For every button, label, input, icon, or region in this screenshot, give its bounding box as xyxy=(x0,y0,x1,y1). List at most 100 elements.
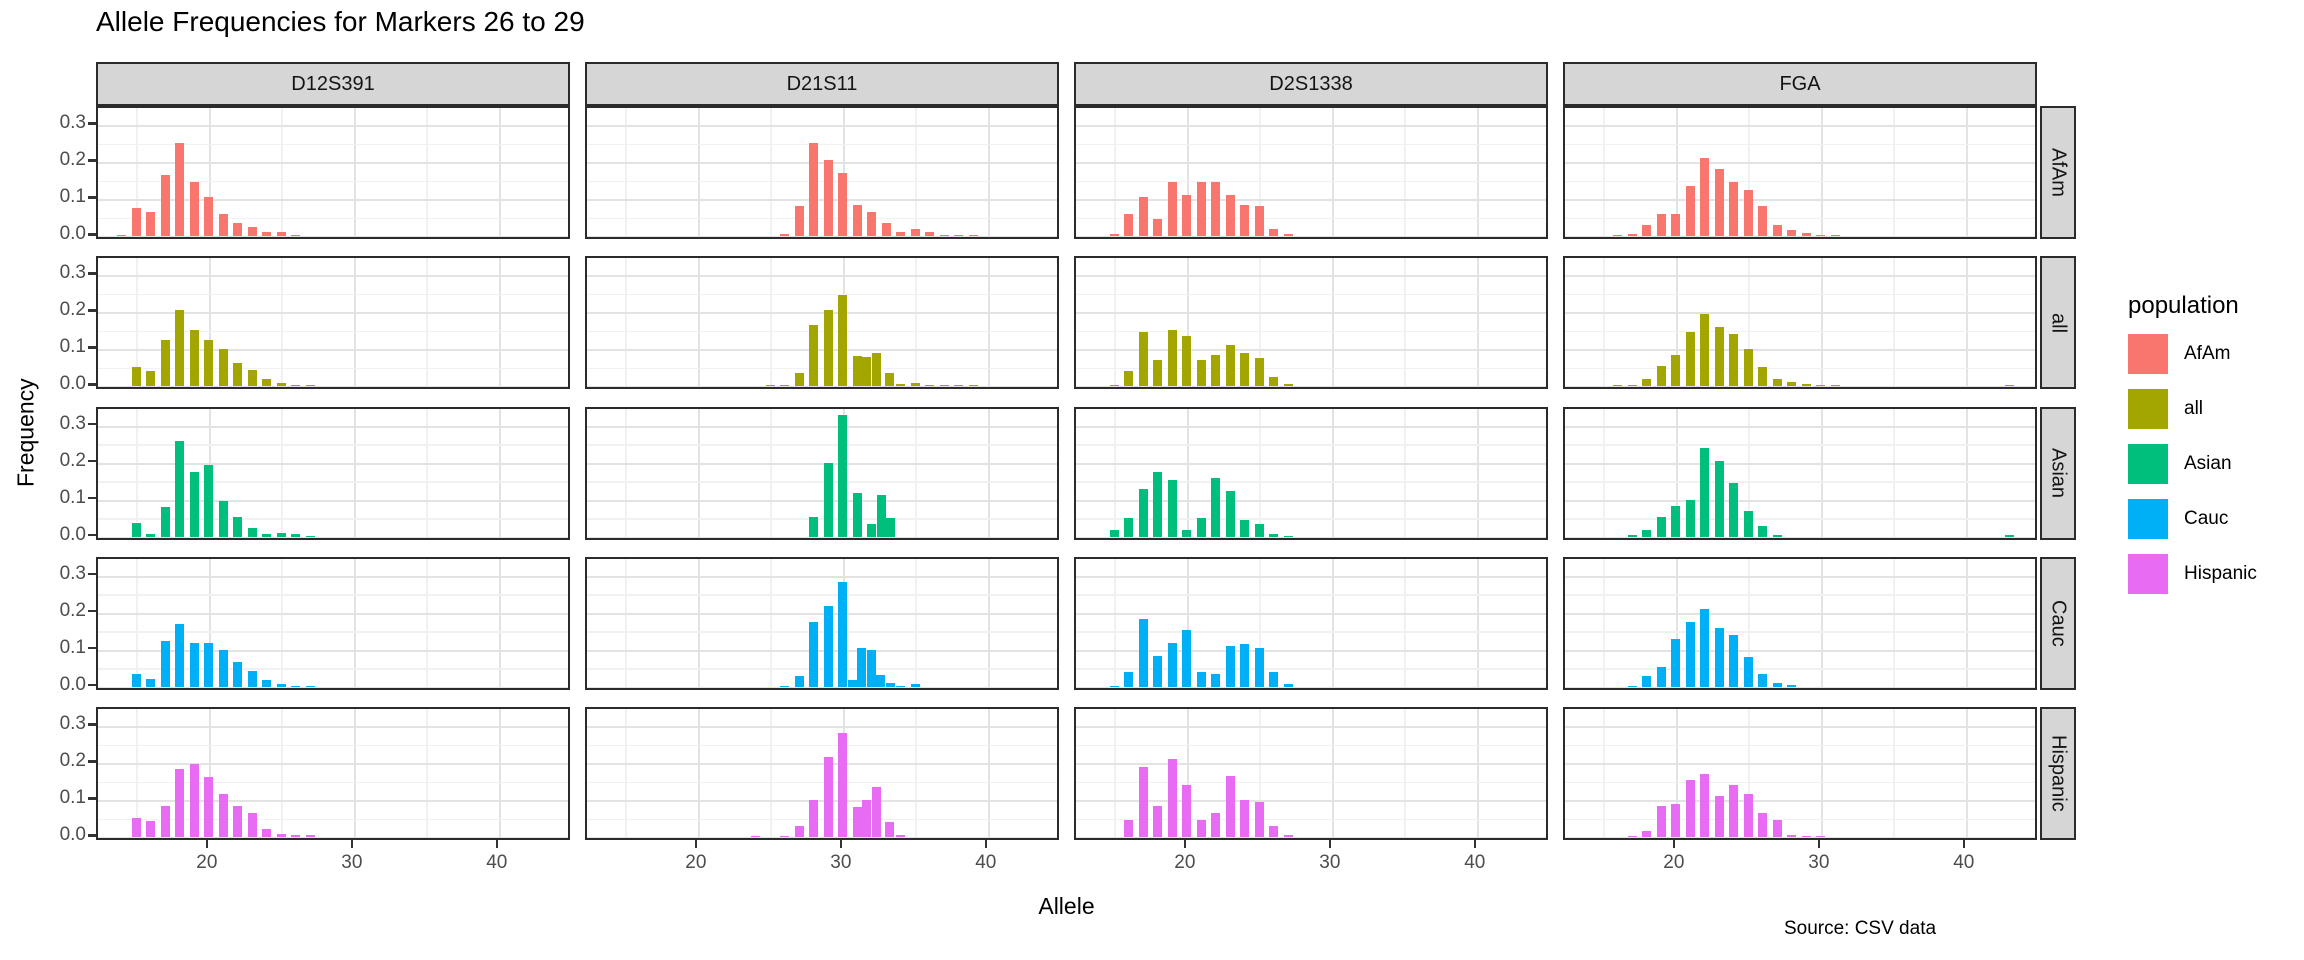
gridline-x-major xyxy=(697,408,700,538)
y-tick-mark xyxy=(88,346,96,349)
gridline-x-minor xyxy=(1114,709,1116,838)
gridline-x-minor xyxy=(1748,108,1750,237)
gridline-x-minor xyxy=(136,709,138,838)
x-tick-mark xyxy=(1473,840,1477,848)
gridline-x-minor xyxy=(1748,709,1750,838)
gridline-y-major xyxy=(98,686,568,688)
y-tick-label: 0.3 xyxy=(59,713,86,734)
bar-FGA-Asian-22 xyxy=(1700,447,1710,537)
bar-D21S11-Hispanic-24 xyxy=(751,836,761,837)
x-tick-mark xyxy=(694,840,698,848)
gridline-x-major xyxy=(1965,258,1968,388)
gridline-y-minor xyxy=(1076,481,1546,483)
bar-D12S391-Hispanic-15 xyxy=(131,818,141,837)
bar-D2S1338-Cauc-22 xyxy=(1211,673,1221,687)
gridline-x-minor xyxy=(1404,558,1406,688)
facet-panel-D12S391-Asian xyxy=(96,406,570,540)
gridline-x-major xyxy=(498,258,501,388)
gridline-x-major xyxy=(1476,408,1479,538)
bar-D21S11-AfAm-28 xyxy=(809,143,819,236)
gridline-y-major xyxy=(587,649,1057,652)
row-strip-label: AfAm xyxy=(2047,148,2070,197)
y-tick-mark xyxy=(88,196,96,199)
gridline-y-major xyxy=(1076,425,1546,428)
bar-D21S11-all-30 xyxy=(838,295,848,387)
bar-FGA-Hispanic-23 xyxy=(1714,796,1724,837)
x-tick-mark xyxy=(984,840,988,848)
x-tick-mark xyxy=(350,840,354,848)
gridline-y-major xyxy=(1565,312,2035,315)
gridline-x-major xyxy=(498,558,501,688)
gridline-y-major xyxy=(98,349,568,352)
gridline-x-major xyxy=(1331,558,1334,688)
gridline-y-major xyxy=(1565,199,2035,201)
facet-panel-FGA-Cauc xyxy=(1563,556,2037,690)
bar-D2S1338-Cauc-15 xyxy=(1109,685,1119,687)
bar-D2S1338-Cauc-25 xyxy=(1254,647,1264,687)
bar-D21S11-Asian-33.2 xyxy=(886,517,896,537)
bar-D12S391-all-20 xyxy=(204,340,214,387)
gridline-x-minor xyxy=(770,258,772,388)
gridline-x-minor xyxy=(625,709,627,838)
bar-D2S1338-Cauc-23 xyxy=(1225,645,1235,687)
bar-FGA-all-43 xyxy=(2004,385,2014,387)
bar-D2S1338-AfAm-15 xyxy=(1109,234,1119,236)
y-tick-label: 0.2 xyxy=(59,299,86,321)
bar-D21S11-Hispanic-32.2 xyxy=(871,787,881,837)
gridline-y-major xyxy=(1076,536,1546,538)
gridline-y-major xyxy=(587,612,1057,615)
gridline-x-minor xyxy=(770,709,772,838)
bar-D2S1338-Hispanic-22 xyxy=(1211,813,1221,837)
bar-FGA-Hispanic-17 xyxy=(1627,836,1637,837)
bar-FGA-Cauc-23 xyxy=(1714,627,1724,687)
gridline-y-major xyxy=(1565,575,2035,578)
gridline-y-major xyxy=(1076,349,1546,352)
bar-D2S1338-AfAm-27 xyxy=(1283,234,1293,236)
gridline-y-minor xyxy=(1565,668,2035,670)
bar-D12S391-Hispanic-25 xyxy=(276,834,286,837)
bar-FGA-Hispanic-27 xyxy=(1772,820,1782,837)
bar-D21S11-Cauc-35 xyxy=(910,683,920,687)
x-tick-mark xyxy=(1672,840,1676,848)
gridline-y-major xyxy=(1565,649,2035,652)
gridline-x-major xyxy=(1675,108,1678,237)
gridline-x-major xyxy=(208,709,211,838)
chart-title: Allele Frequencies for Markers 26 to 29 xyxy=(96,6,585,37)
y-tick-label: 0.2 xyxy=(59,750,86,771)
gridline-x-major xyxy=(1476,108,1479,237)
gridline-y-minor xyxy=(98,631,568,633)
gridline-y-minor xyxy=(587,444,1057,446)
bar-D12S391-AfAm-21 xyxy=(218,214,228,236)
bar-FGA-Hispanic-26 xyxy=(1758,813,1768,837)
facet-panel-D21S11-Asian xyxy=(585,406,1059,540)
bar-D2S1338-Asian-26 xyxy=(1269,533,1279,537)
row-strip-label: all xyxy=(2047,312,2070,333)
gridline-x-major xyxy=(697,108,700,237)
bar-D21S11-all-25 xyxy=(765,385,775,387)
y-tick-mark xyxy=(88,233,96,236)
gridline-x-major xyxy=(353,258,356,388)
bar-FGA-Cauc-17 xyxy=(1627,685,1637,687)
bar-D12S391-Hispanic-16 xyxy=(146,821,156,837)
bar-D21S11-all-39 xyxy=(968,385,978,387)
bar-D2S1338-Asian-15 xyxy=(1109,529,1119,537)
gridline-y-minor xyxy=(587,143,1057,145)
bar-FGA-all-22 xyxy=(1700,314,1710,387)
bar-D21S11-Cauc-31.2 xyxy=(866,649,876,687)
gridline-y-minor xyxy=(1565,143,2035,145)
gridline-y-major xyxy=(1565,275,2035,278)
gridline-y-minor xyxy=(98,367,568,370)
bar-D12S391-AfAm-22 xyxy=(233,223,243,236)
y-tick-mark xyxy=(88,834,96,837)
gridline-x-minor xyxy=(136,108,138,237)
gridline-y-major xyxy=(1565,499,2035,502)
gridline-x-major xyxy=(1186,558,1189,688)
gridline-y-minor xyxy=(1565,594,2035,596)
gridline-y-major xyxy=(587,425,1057,428)
gridline-y-minor xyxy=(98,594,568,596)
x-tick-mark xyxy=(1328,840,1332,848)
column-strip-label: FGA xyxy=(1779,72,1821,95)
x-tick-label: 20 xyxy=(1174,852,1196,873)
bar-D12S391-AfAm-16 xyxy=(146,212,156,236)
row-strip-label: Hispanic xyxy=(2047,735,2070,812)
